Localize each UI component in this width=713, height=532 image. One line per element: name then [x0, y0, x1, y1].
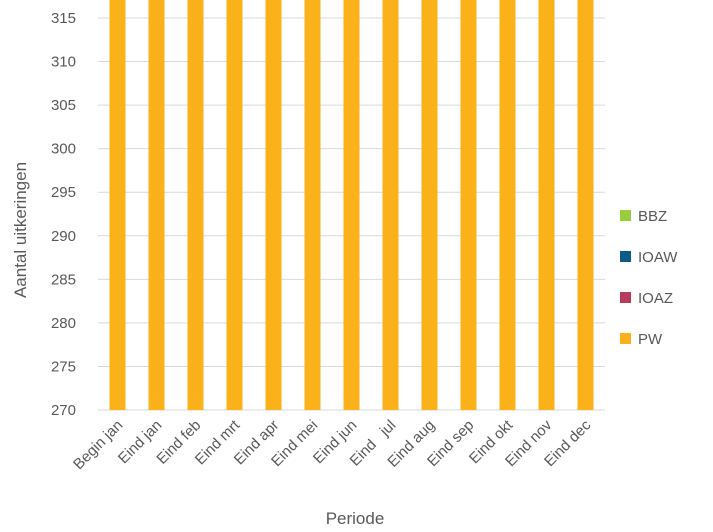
y-tick-label: 315 — [51, 10, 76, 27]
y-tick-label: 280 — [51, 315, 76, 332]
y-tick-label: 300 — [51, 141, 76, 158]
bar-segment-pw — [343, 0, 360, 410]
legend-label-pw: PW — [638, 331, 663, 348]
y-tick-label: 295 — [51, 184, 76, 201]
x-tick-label: Begin jan — [70, 417, 126, 473]
legend-label-ioaw: IOAW — [638, 249, 678, 266]
y-axis-title: Aantal uitkeringen — [11, 162, 30, 298]
bar-segment-pw — [421, 0, 438, 410]
legend-label-ioaz: IOAZ — [638, 290, 673, 307]
bar-segment-pw — [109, 0, 126, 410]
y-tick-label: 285 — [51, 271, 76, 288]
x-axis-title: Periode — [326, 509, 385, 528]
bar-segment-pw — [460, 0, 477, 410]
legend-swatch-ioaw — [620, 251, 631, 262]
legend-swatch-pw — [620, 333, 631, 344]
legend-label-bbz: BBZ — [638, 208, 667, 225]
bar-segment-pw — [148, 0, 165, 410]
bar-segment-pw — [538, 0, 555, 410]
bar-segment-pw — [382, 0, 399, 410]
y-tick-label: 270 — [51, 402, 76, 419]
bar-segment-pw — [304, 0, 321, 410]
bar-segment-pw — [577, 0, 594, 410]
bar-segment-pw — [187, 0, 204, 410]
y-tick-label: 275 — [51, 358, 76, 375]
bar-segment-pw — [226, 0, 243, 410]
y-axis: 270 275 280 285 290 295 300 305 310 315 — [51, 10, 76, 419]
legend: BBZ IOAW IOAZ PW — [620, 208, 678, 348]
legend-swatch-ioaz — [620, 292, 631, 303]
y-tick-label: 310 — [51, 54, 76, 71]
bar-segment-pw — [499, 0, 516, 410]
bars-layer — [109, 0, 594, 410]
bar-segment-pw — [265, 0, 282, 410]
legend-swatch-bbz — [620, 210, 631, 221]
y-tick-label: 305 — [51, 97, 76, 114]
y-tick-label: 290 — [51, 228, 76, 245]
